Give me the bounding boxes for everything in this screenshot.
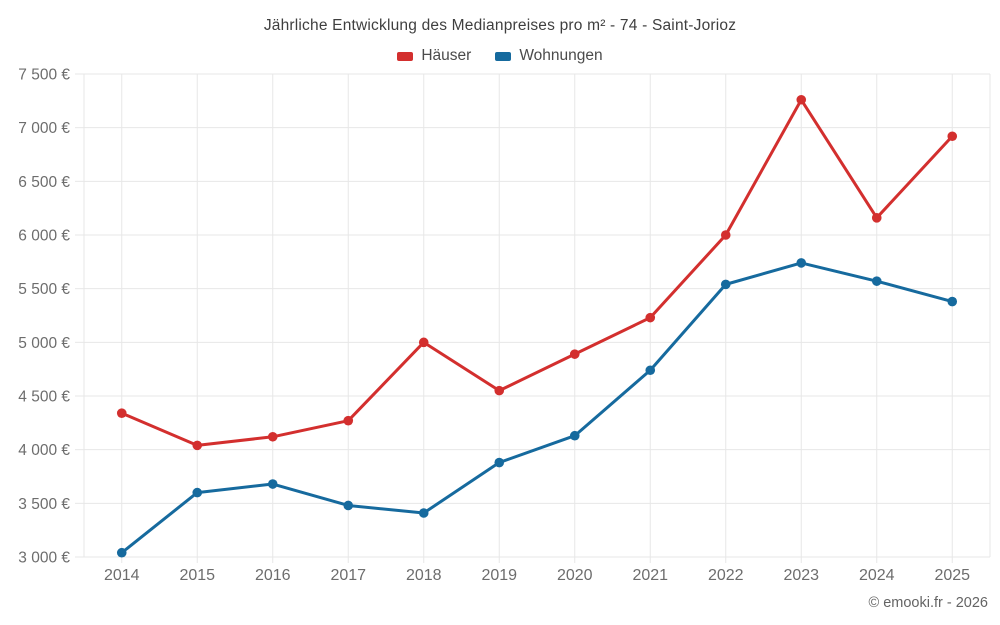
legend-item-label: Wohnungen bbox=[519, 47, 603, 64]
y-axis-label: 6 000 € bbox=[18, 227, 70, 244]
chart-legend: Häuser Wohnungen bbox=[0, 47, 1000, 65]
data-point-wohnungen-2017[interactable] bbox=[343, 500, 354, 511]
data-point-häuser-2023[interactable] bbox=[796, 94, 807, 105]
data-point-wohnungen-2018[interactable] bbox=[418, 508, 429, 518]
x-axis-label: 2025 bbox=[934, 567, 970, 584]
data-point-häuser-2020[interactable] bbox=[569, 349, 580, 359]
y-axis-label: 4 000 € bbox=[18, 442, 70, 459]
data-point-häuser-2018[interactable] bbox=[418, 337, 429, 348]
data-point-wohnungen-2025[interactable] bbox=[947, 296, 958, 307]
x-axis-label: 2015 bbox=[179, 567, 215, 584]
x-axis-label: 2016 bbox=[255, 567, 291, 584]
data-point-häuser-2016[interactable] bbox=[267, 431, 278, 442]
data-point-häuser-2019[interactable] bbox=[494, 385, 505, 396]
y-axis-label: 3 500 € bbox=[18, 496, 70, 513]
data-point-wohnungen-2015[interactable] bbox=[192, 487, 203, 498]
data-point-wohnungen-2016[interactable] bbox=[267, 479, 278, 489]
y-axis-label: 3 000 € bbox=[18, 549, 70, 566]
y-axis-label: 7 000 € bbox=[18, 120, 70, 137]
legend-item-label: Häuser bbox=[421, 47, 472, 64]
x-axis-label: 2018 bbox=[406, 567, 442, 584]
series-line-wohnungen bbox=[120, 261, 954, 555]
wohnungen-series-swatch-icon bbox=[495, 51, 512, 61]
emooki-credit-link[interactable]: © emooki.fr - 2026 bbox=[868, 595, 988, 611]
y-axis-label: 4 500 € bbox=[18, 388, 70, 405]
data-point-wohnungen-2019[interactable] bbox=[494, 457, 505, 468]
data-point-häuser-2014[interactable] bbox=[116, 408, 127, 418]
y-axis-label: 5 500 € bbox=[18, 281, 70, 298]
x-axis-label: 2014 bbox=[104, 567, 140, 584]
data-point-häuser-2015[interactable] bbox=[192, 440, 203, 451]
data-point-wohnungen-2024[interactable] bbox=[871, 276, 882, 286]
chart-title: Jährliche Entwicklung des Medianpreises … bbox=[263, 17, 737, 34]
legend-item-haeuser[interactable]: Häuser bbox=[397, 47, 471, 65]
legend-item-wohnungen[interactable]: Wohnungen bbox=[495, 47, 603, 65]
data-point-wohnungen-2022[interactable] bbox=[720, 279, 731, 290]
data-point-häuser-2017[interactable] bbox=[343, 415, 354, 426]
data-point-wohnungen-2023[interactable] bbox=[796, 258, 807, 268]
x-axis-label: 2024 bbox=[859, 567, 895, 584]
x-axis-label: 2020 bbox=[557, 567, 593, 584]
data-point-wohnungen-2020[interactable] bbox=[569, 430, 580, 441]
data-point-wohnungen-2021[interactable] bbox=[645, 365, 656, 376]
y-axis-label: 6 500 € bbox=[18, 174, 70, 191]
data-point-häuser-2021[interactable] bbox=[645, 312, 656, 323]
y-axis-label: 7 500 € bbox=[18, 66, 70, 83]
x-axis-label: 2022 bbox=[708, 567, 744, 584]
x-axis-label: 2019 bbox=[481, 567, 517, 584]
data-point-wohnungen-2014[interactable] bbox=[116, 547, 127, 558]
data-point-häuser-2025[interactable] bbox=[947, 131, 958, 142]
haeuser-series-swatch-icon bbox=[397, 51, 414, 61]
x-axis-label: 2017 bbox=[330, 567, 366, 584]
x-axis-label: 2021 bbox=[632, 567, 668, 584]
data-point-häuser-2024[interactable] bbox=[871, 213, 882, 223]
data-point-häuser-2022[interactable] bbox=[720, 230, 731, 240]
series-line-häuser bbox=[120, 98, 954, 447]
y-axis-label: 5 000 € bbox=[18, 335, 70, 352]
x-axis-label: 2023 bbox=[783, 567, 819, 584]
